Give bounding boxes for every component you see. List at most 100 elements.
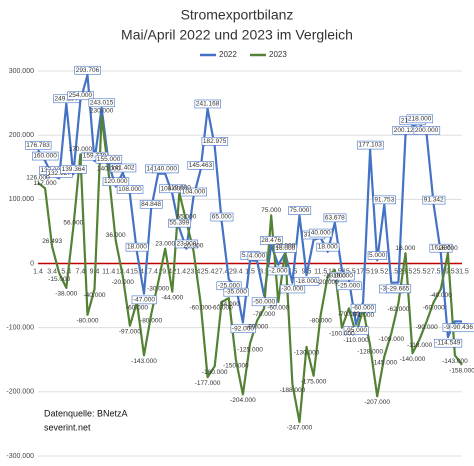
data-label-box bbox=[288, 206, 312, 215]
data-label: -130.000 bbox=[294, 350, 320, 357]
x-tick-label: 11.4 bbox=[102, 268, 115, 275]
data-label: 104.000 bbox=[182, 188, 206, 195]
data-label: -47.000 bbox=[133, 296, 155, 303]
chart-title: Stromexportbilanz bbox=[181, 7, 294, 23]
data-label: 18.000 bbox=[127, 244, 147, 251]
x-tick-label: 21.4 bbox=[173, 268, 187, 275]
data-label: -80.000 bbox=[310, 318, 332, 325]
data-label: -60.000 bbox=[267, 305, 289, 312]
data-label-box bbox=[125, 242, 149, 252]
data-label-box bbox=[294, 276, 320, 286]
data-label: -125.000 bbox=[237, 346, 263, 353]
x-tick-label: 11.5 bbox=[314, 268, 327, 275]
x-tick-label: 7.4 bbox=[76, 268, 86, 275]
data-label: 117.000 bbox=[34, 180, 57, 187]
data-label: -80.000 bbox=[76, 318, 98, 325]
data-label: 230.000 bbox=[90, 108, 114, 115]
data-label-box bbox=[230, 324, 256, 334]
data-label-box bbox=[24, 140, 52, 150]
data-label: -60.000 bbox=[190, 305, 212, 312]
data-label-box bbox=[210, 212, 234, 222]
y-tick-label: 200.000 bbox=[9, 132, 34, 139]
data-label-box bbox=[449, 323, 474, 333]
data-label: 293.706 bbox=[76, 67, 100, 74]
data-label: 20.000 bbox=[275, 242, 295, 249]
data-label: -40.000 bbox=[430, 292, 452, 299]
data-label: -97.000 bbox=[119, 328, 141, 335]
data-label: -60.000 bbox=[423, 305, 445, 312]
y-tick-label: -300.000 bbox=[6, 453, 34, 460]
x-tick-label: 1.5 bbox=[245, 268, 255, 275]
data-label: 84.848 bbox=[141, 201, 161, 208]
data-label: 5.000 bbox=[369, 252, 386, 259]
data-label-box bbox=[152, 164, 179, 174]
data-label: 176.783 bbox=[26, 142, 50, 149]
data-label: -128.000 bbox=[357, 348, 383, 355]
data-label-box bbox=[429, 243, 453, 253]
data-label: -30.000 bbox=[281, 285, 303, 292]
data-label-box bbox=[175, 239, 199, 249]
data-label: -40.000 bbox=[84, 292, 106, 299]
data-label: -207.000 bbox=[364, 399, 390, 406]
data-label-box bbox=[309, 228, 333, 238]
data-label: 110.000 bbox=[168, 185, 191, 192]
data-label-box bbox=[357, 140, 384, 150]
data-label-box bbox=[433, 338, 463, 348]
data-label-box bbox=[187, 161, 214, 170]
data-label: 218.000 bbox=[408, 115, 432, 122]
data-label: 120.000 bbox=[104, 178, 128, 185]
data-label-box bbox=[316, 242, 340, 252]
data-label: 254.000 bbox=[69, 92, 93, 99]
data-label-box bbox=[60, 164, 87, 174]
x-tick-label: 19.4 bbox=[158, 268, 172, 275]
chart-subtitle: Mai/April 2022 und 2023 im Vergleich bbox=[121, 27, 353, 43]
data-label-box bbox=[386, 284, 412, 294]
data-label-box bbox=[422, 195, 446, 205]
data-label: -30.000 bbox=[147, 285, 169, 292]
data-label-box bbox=[201, 137, 229, 146]
data-label-box bbox=[373, 195, 396, 205]
data-label: -90.436 bbox=[451, 324, 473, 331]
data-label: -70.000 bbox=[338, 311, 360, 318]
data-label-box bbox=[274, 244, 297, 253]
data-label: 243.015 bbox=[90, 99, 114, 106]
data-label: -15.000 bbox=[48, 276, 70, 283]
data-label-box bbox=[95, 154, 123, 164]
data-label-box bbox=[367, 251, 388, 260]
x-tick-label: 5.4 bbox=[61, 268, 71, 275]
data-label: -20.000 bbox=[317, 279, 339, 286]
data-label-box bbox=[88, 98, 116, 108]
y-tick-label: -100.000 bbox=[6, 325, 34, 332]
data-label: -60.000 bbox=[352, 305, 374, 312]
data-label: 200.000 bbox=[415, 127, 439, 134]
data-label: 23.000 bbox=[176, 240, 196, 247]
data-label: -70.000 bbox=[253, 311, 275, 318]
x-tick-label: 17.5 bbox=[356, 268, 370, 275]
y-tick-label: 100.000 bbox=[9, 196, 34, 203]
data-label: -160.000 bbox=[202, 369, 228, 376]
x-tick-label: 17.4 bbox=[144, 268, 158, 275]
data-label: -158.000 bbox=[449, 368, 474, 375]
data-label: 4.000 bbox=[249, 253, 266, 260]
site-note: severint.net bbox=[44, 422, 91, 432]
data-label: 75.000 bbox=[290, 207, 310, 214]
data-label: 109.008 bbox=[161, 185, 185, 192]
data-label-box bbox=[180, 187, 207, 197]
data-label: 40.000 bbox=[311, 230, 331, 237]
data-label: -90.000 bbox=[416, 324, 438, 331]
data-label: 36.000 bbox=[106, 232, 126, 239]
data-label: -92.000 bbox=[232, 325, 254, 332]
data-label: 140.000 bbox=[97, 165, 121, 172]
data-label: -110.000 bbox=[343, 337, 369, 344]
data-label-box bbox=[406, 114, 434, 124]
data-label: 200.124 bbox=[394, 127, 418, 134]
data-label: 241.168 bbox=[196, 100, 220, 107]
data-label: 249.280 bbox=[55, 95, 79, 102]
data-label: 177.103 bbox=[358, 142, 382, 149]
data-label: -95.000 bbox=[345, 327, 367, 334]
data-label: -89.000 bbox=[246, 323, 268, 330]
data-label: -145.000 bbox=[371, 359, 397, 366]
data-label: 56.000 bbox=[63, 219, 83, 226]
data-label: -35.000 bbox=[225, 289, 247, 296]
data-label: 65.000 bbox=[212, 214, 232, 221]
